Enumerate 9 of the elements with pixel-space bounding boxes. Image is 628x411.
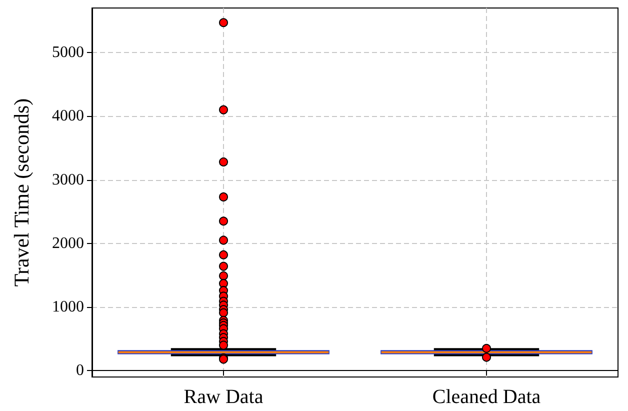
y-tick-label: 4000 (52, 108, 84, 125)
y-tick-label: 1000 (52, 298, 84, 316)
y-tick-label: 5000 (52, 44, 84, 62)
y-axis-title: Travel Time (seconds) (10, 98, 34, 287)
y-tick-label: 0 (76, 362, 84, 380)
y-tick-label: 2000 (52, 234, 84, 252)
x-tick-label: Cleaned Data (432, 386, 541, 408)
y-tick-label: 3000 (52, 171, 84, 188)
x-tick-label: Raw Data (184, 386, 264, 408)
